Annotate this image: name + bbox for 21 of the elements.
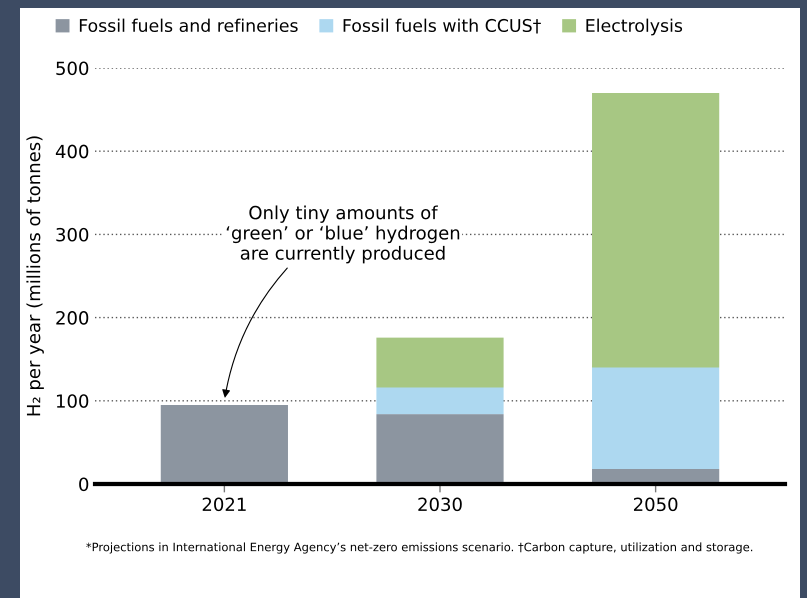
x-tick-label: 2030 — [418, 498, 462, 512]
y-tick-label: 500 — [56, 61, 88, 76]
y-axis-title: H₂ per year (millions of tonnes) — [26, 136, 44, 416]
bar — [376, 414, 504, 484]
bar — [376, 387, 504, 414]
annotation: Only tiny amounts of ‘green’ or ‘blue’ hydrogen are currently produced — [226, 205, 460, 264]
text: *Projections in International Energy Agency’s net-zero emissions scenario. †Carbon capture, utilization and storage. — [86, 542, 752, 554]
legend-label: Electrolysis — [586, 18, 682, 36]
bar — [376, 338, 504, 388]
y-tick-label: 100 — [56, 394, 88, 408]
y-tick-label: 200 — [56, 311, 88, 325]
legend-label: Fossil fuels and refineries — [80, 18, 298, 32]
y-tick-label: 400 — [56, 144, 88, 158]
bar — [592, 368, 720, 470]
x-tick-label: 2021 — [202, 498, 246, 512]
bar — [160, 404, 288, 484]
y-tick-label: 0 — [79, 477, 88, 492]
y-tick-label: 300 — [56, 228, 88, 242]
bar — [592, 92, 720, 368]
legend-label: Fossil fuels with CCUS† — [344, 18, 541, 34]
x-tick-label: 2050 — [634, 498, 678, 512]
